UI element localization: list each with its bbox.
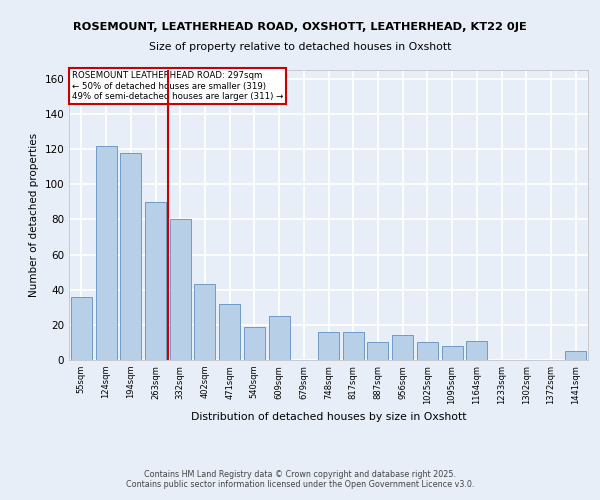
Bar — [417, 342, 438, 360]
Text: ROSEMOUNT, LEATHERHEAD ROAD, OXSHOTT, LEATHERHEAD, KT22 0JE: ROSEMOUNT, LEATHERHEAD ROAD, OXSHOTT, LE… — [73, 22, 527, 32]
Bar — [145, 202, 166, 360]
X-axis label: Distribution of detached houses by size in Oxshott: Distribution of detached houses by size … — [191, 412, 466, 422]
Text: Size of property relative to detached houses in Oxshott: Size of property relative to detached ho… — [149, 42, 451, 52]
Bar — [219, 304, 240, 360]
Bar — [71, 296, 92, 360]
Bar — [466, 340, 487, 360]
Bar — [442, 346, 463, 360]
Text: ROSEMOUNT LEATHERHEAD ROAD: 297sqm
← 50% of detached houses are smaller (319)
49: ROSEMOUNT LEATHERHEAD ROAD: 297sqm ← 50%… — [71, 72, 283, 101]
Bar — [367, 342, 388, 360]
Bar — [95, 146, 116, 360]
Text: Contains HM Land Registry data © Crown copyright and database right 2025.
Contai: Contains HM Land Registry data © Crown c… — [126, 470, 474, 489]
Y-axis label: Number of detached properties: Number of detached properties — [29, 133, 39, 297]
Bar — [343, 332, 364, 360]
Bar — [565, 351, 586, 360]
Bar — [244, 326, 265, 360]
Bar — [120, 152, 141, 360]
Bar — [392, 336, 413, 360]
Bar — [269, 316, 290, 360]
Bar — [170, 220, 191, 360]
Bar — [194, 284, 215, 360]
Bar — [318, 332, 339, 360]
